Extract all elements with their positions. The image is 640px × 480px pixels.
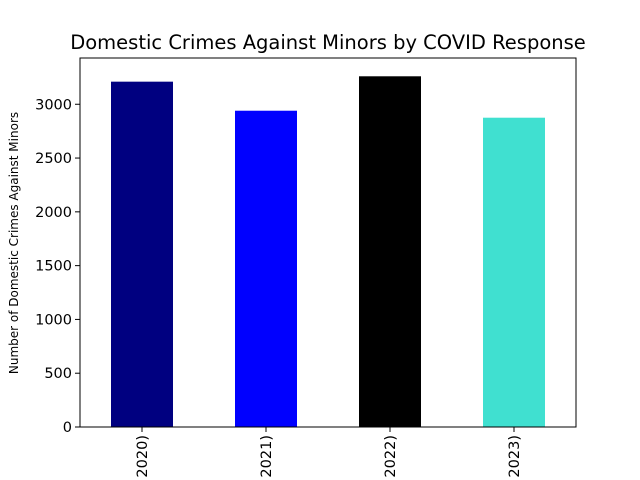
plot-frame (79, 57, 577, 428)
bar-3 (359, 76, 421, 427)
y-tick-label-6: 2500 (35, 151, 72, 167)
y-tick-label-3: 1000 (35, 312, 72, 328)
x-tick-label-3: 2022) (383, 435, 399, 478)
y-tick-label-2: 500 (44, 366, 72, 382)
x-axis: 2020) 2021) 2022) 2023) (135, 427, 523, 478)
y-tick-label-7: 3000 (35, 97, 72, 113)
y-tick-label-1: 0 (63, 420, 72, 436)
x-tick-label-4: 2023) (507, 435, 523, 478)
y-axis-label: Number of Domestic Crimes Against Minors (7, 112, 21, 374)
y-tick-label-4: 1500 (35, 259, 72, 275)
bar-4 (483, 117, 545, 427)
bars-group (111, 76, 545, 428)
bar-1 (111, 81, 173, 428)
chart-title: Domestic Crimes Against Minors by COVID … (70, 31, 586, 54)
x-tick-label-1: 2020) (135, 435, 151, 478)
y-tick-label-5: 2000 (35, 205, 72, 221)
bar-2 (235, 110, 297, 427)
x-tick-label-2: 2021) (259, 435, 275, 478)
y-axis: 0 500 1000 1500 2000 2500 3000 (35, 97, 80, 436)
